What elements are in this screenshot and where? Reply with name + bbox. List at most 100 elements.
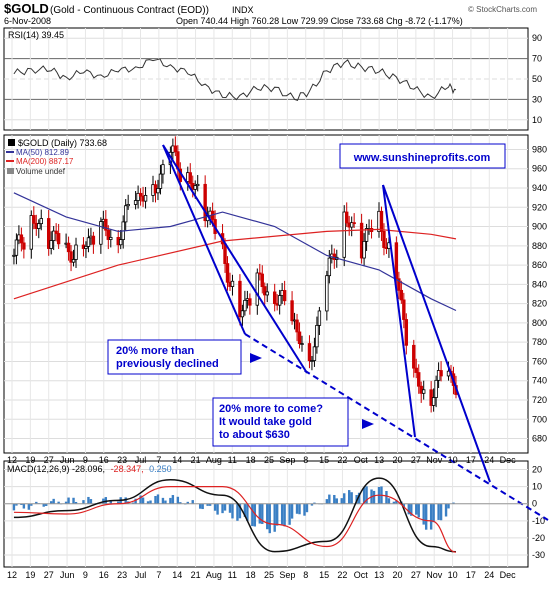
macd-hist-bar (432, 504, 434, 522)
price-candle-body (57, 233, 60, 243)
price-candle-body (435, 380, 438, 397)
callout1-line-0: 20% more than (116, 345, 195, 357)
macd-hist-bar (216, 504, 218, 515)
price-tick-label-15: 980 (532, 144, 547, 154)
macd-tick-label-4: 10 (532, 482, 542, 492)
macd-hist-bar (373, 491, 375, 504)
callout2-line-2: to about $630 (219, 429, 290, 441)
x-label-mid-4: 9 (83, 455, 88, 465)
price-candle-body (244, 300, 247, 310)
price-candle-body (92, 236, 95, 244)
price-candle-body (157, 188, 160, 192)
price-candle-body (345, 212, 348, 223)
macd-hist-bar (415, 504, 417, 515)
x-label-mid-2: 27 (44, 455, 54, 465)
macd-hist-bar (328, 495, 330, 504)
price-candle-body (395, 243, 398, 279)
x-label-bot-17: 15 (319, 570, 329, 580)
price-candle-body (40, 219, 43, 224)
macd-title-hist: 0.250 (149, 464, 172, 474)
x-label-mid-10: 21 (191, 455, 201, 465)
x-label-bot-26: 24 (484, 570, 494, 580)
x-label-bot-25: 17 (466, 570, 476, 580)
price-candle-body (226, 264, 229, 283)
macd-hist-bar (172, 495, 174, 504)
price-tick-label-4: 760 (532, 356, 547, 366)
x-label-bot-2: 27 (44, 570, 54, 580)
macd-hist-bar (192, 500, 194, 504)
price-candle-body (249, 299, 252, 306)
macd-hist-bar (341, 498, 343, 504)
macd-hist-bar (82, 500, 84, 504)
website-label: www.sunshineprofits.com (353, 152, 491, 164)
rsi-tick-label-3: 70 (532, 54, 542, 64)
macd-hist-bar (52, 499, 54, 504)
macd-hist-bar (430, 504, 432, 530)
x-label-bot-3: Jun (60, 570, 75, 580)
price-candle-body (417, 373, 420, 387)
x-label-mid-20: 13 (374, 455, 384, 465)
macd-hist-bar (251, 504, 253, 526)
price-candle-body (109, 237, 112, 239)
callout2-line-1: It would take gold (219, 416, 312, 428)
x-label-bot-15: Sep (279, 570, 295, 580)
macd-hist-bar (229, 504, 231, 513)
x-label-bot-23: Nov (426, 570, 443, 580)
macd-hist-bar (177, 497, 179, 504)
x-label-mid-25: 17 (466, 455, 476, 465)
price-candle-body (291, 301, 294, 321)
price-candle-body (301, 344, 304, 345)
x-label-bot-9: 14 (172, 570, 182, 580)
macd-hist-bar (283, 504, 285, 527)
x-label-bot-14: 25 (264, 570, 274, 580)
price-candle-body (67, 243, 70, 252)
macd-tick-label-5: 20 (532, 465, 542, 475)
price-tick-label-0: 680 (532, 434, 547, 444)
price-tick-label-12: 920 (532, 202, 547, 212)
price-candle-body (432, 398, 435, 406)
x-label-mid-0: 12 (7, 455, 17, 465)
price-candle-body (15, 240, 18, 255)
price-candle-body (422, 390, 425, 394)
macd-hist-bar (259, 504, 261, 524)
macd-hist-bar (418, 504, 420, 518)
rsi-tick-label-1: 30 (532, 94, 542, 104)
price-candle-body (278, 296, 281, 306)
price-candle-body (127, 204, 130, 205)
x-label-mid-9: 14 (172, 455, 182, 465)
price-candle-body (174, 146, 177, 152)
price-candle-body (196, 184, 199, 185)
price-candle-body (440, 371, 443, 376)
exchange-label: INDX (232, 5, 254, 15)
price-candle-body (50, 241, 53, 249)
macd-hist-bar (385, 491, 387, 504)
price-candle-body (20, 235, 23, 243)
x-label-bot-0: 12 (7, 570, 17, 580)
price-candle-body (23, 243, 26, 249)
price-candle-body (139, 193, 142, 196)
macd-hist-bar (13, 504, 15, 511)
price-candle-body (159, 174, 162, 188)
macd-hist-bar (447, 504, 449, 509)
macd-hist-bar (333, 495, 335, 504)
macd-hist-bar (343, 493, 345, 503)
price-tick-label-1: 700 (532, 414, 547, 424)
price-candle-body (72, 259, 75, 262)
x-label-bot-7: Jul (135, 570, 147, 580)
price-tick-label-6: 800 (532, 318, 547, 328)
price-candle-body (296, 320, 299, 332)
macd-hist-bar (281, 504, 283, 525)
price-tick-label-5: 780 (532, 337, 547, 347)
legend-gold: $GOLD (Daily) 733.68 (18, 138, 107, 148)
macd-tick-label-3: 0 (532, 499, 537, 509)
price-tick-label-2: 720 (532, 395, 547, 405)
x-label-bot-22: 27 (411, 570, 421, 580)
x-label-mid-3: Jun (60, 455, 75, 465)
macd-hist-bar (199, 504, 201, 509)
x-label-mid-16: 8 (303, 455, 308, 465)
macd-hist-bar (28, 504, 30, 510)
price-candle-body (256, 273, 259, 305)
x-label-bot-6: 23 (117, 570, 127, 580)
